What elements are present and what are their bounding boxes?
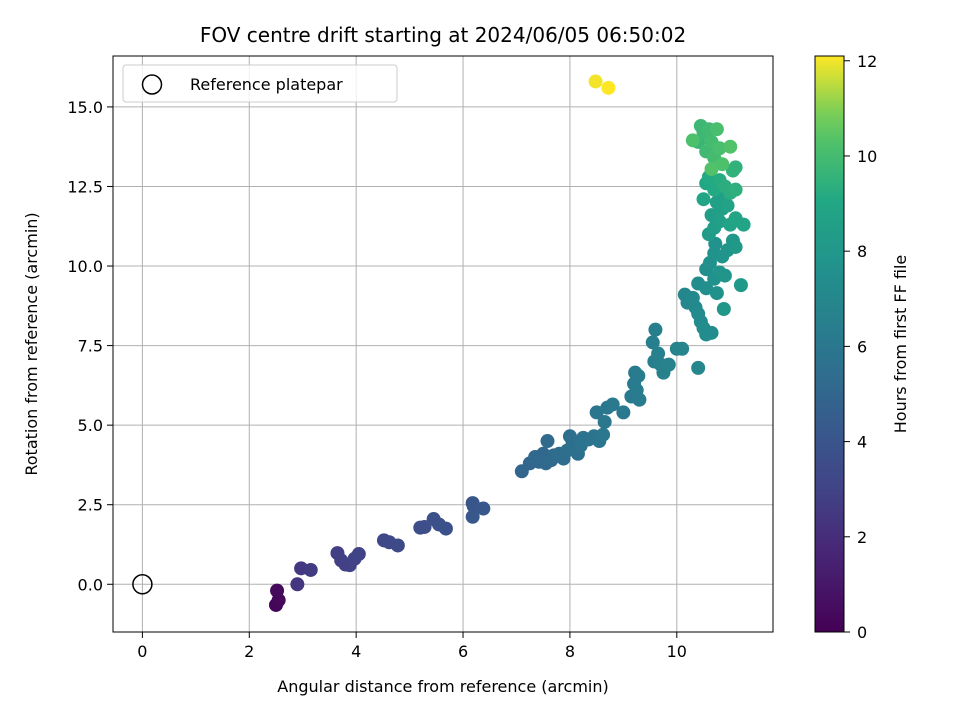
data-point [540,434,555,449]
data-point [605,397,620,412]
data-point [290,577,305,592]
data-point [715,157,730,172]
data-point [438,521,453,536]
legend: Reference platepar [122,64,398,103]
plot-frame [112,55,774,633]
data-point [589,405,604,420]
data-point [270,583,285,598]
y-tick-label: 7.5 [78,337,103,356]
data-point [648,322,663,337]
legend-label: Reference platepar [190,75,343,94]
data-point [476,501,491,516]
data-point [601,80,616,95]
y-tick-label: 12.5 [67,177,103,196]
data-point [351,547,366,562]
data-point [596,427,611,442]
colorbar-tick-label: 2 [857,528,867,547]
colorbar-tick-label: 12 [857,52,877,71]
data-point [631,368,646,383]
data-point [704,325,719,340]
data-point [720,198,735,213]
x-tick-label: 8 [565,642,575,661]
data-point [736,217,751,232]
colorbar-tick-label: 8 [857,242,867,261]
data-point [712,141,727,156]
legend-marker [141,74,163,95]
colorbar-label: Hours from first FF file [891,255,910,434]
data-point [632,392,647,407]
data-point [685,133,700,148]
data-point [699,281,714,296]
data-point [728,160,743,175]
colorbar-tick-label: 10 [857,147,877,166]
data-point [417,519,432,534]
y-tick-label: 15.0 [67,98,103,117]
colorbar-tick-label: 6 [857,337,867,356]
colorbar-tick-label: 4 [857,433,867,452]
data-point [717,268,732,283]
axes: 0 2 4 6 8 10 0.0 2.5 5.0 7.5 10.0 12.5 15.0 [67,55,774,661]
colorbar: 0 2 4 6 8 10 12 [814,52,877,642]
data-points [132,74,751,612]
x-tick-label: 2 [244,642,254,661]
data-point [733,278,748,293]
colorbar-bar [814,55,845,633]
y-tick-label: 10.0 [67,257,103,276]
data-point [390,538,405,553]
x-axis-label: Angular distance from reference (arcmin) [277,677,608,696]
data-point [704,161,719,176]
data-point [465,509,480,524]
data-point [712,214,727,229]
x-tick-label: 10 [667,642,687,661]
data-point [645,335,660,350]
data-point [661,357,676,372]
x-tick-label: 6 [458,642,468,661]
data-point [696,192,711,207]
data-point [716,301,731,316]
data-point [616,405,631,420]
data-point [588,74,603,89]
data-point [723,139,738,154]
y-tick-label: 0.0 [78,575,103,594]
data-point [597,414,612,429]
data-point [728,182,743,197]
y-tick-label: 2.5 [78,496,103,515]
data-point [691,360,706,375]
x-tick-label: 0 [137,642,147,661]
colorbar-tick-label: 0 [857,623,867,642]
data-point [675,341,690,356]
data-point [651,346,666,361]
y-axis-label: Rotation from reference (arcmin) [22,212,41,475]
reference-point [132,574,153,595]
legend-box [122,64,398,103]
chart-title: FOV centre drift starting at 2024/06/05 … [200,23,686,47]
data-point [303,562,318,577]
y-tick-label: 5.0 [78,416,103,435]
data-point [709,122,724,137]
x-tick-label: 4 [351,642,361,661]
data-point [728,239,743,254]
data-point [709,286,724,301]
